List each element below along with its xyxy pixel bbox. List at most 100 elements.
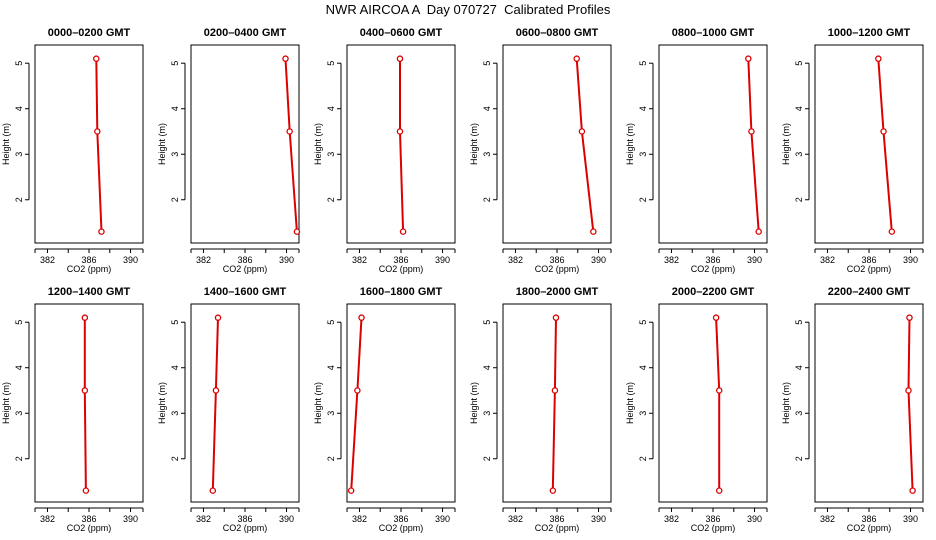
profile-panel-4: 0600–0800 GMT 382 386 390 CO2 (ppm) 2 3 4 5 Heigh…	[469, 27, 612, 274]
profile-point	[909, 487, 916, 494]
x-axis-label: CO2 (ppm)	[691, 523, 736, 533]
x-tick-label: 386	[705, 514, 720, 524]
y-axis-label: Height (m)	[625, 123, 635, 165]
profile-point	[396, 128, 404, 135]
x-tick-label: 382	[664, 255, 679, 265]
y-tick-label: 5	[14, 320, 24, 325]
profile-point	[98, 228, 105, 235]
x-tick-label: 390	[903, 255, 918, 265]
plot-frame	[34, 44, 144, 244]
y-tick-label: 5	[170, 61, 180, 66]
profile-point	[573, 55, 580, 62]
y-tick-label: 4	[14, 365, 24, 370]
x-axis-label: CO2 (ppm)	[223, 264, 268, 274]
x-axis-label: CO2 (ppm)	[847, 264, 892, 274]
figure-title: NWR AIRCOA A Day 070727 Calibrated Profi…	[325, 2, 611, 17]
profile-panel-9: 1600–1800 GMT 382 386 390 CO2 (ppm) 2 3 4 5 Heigh…	[313, 286, 456, 533]
profile-panel-7: 1200–1400 GMT 382 386 390 CO2 (ppm) 2 3 4 5 Heigh…	[1, 286, 144, 533]
x-tick-label: 390	[747, 514, 762, 524]
profile-point	[875, 55, 882, 62]
y-tick-label: 2	[794, 197, 804, 202]
profile-point	[93, 55, 100, 62]
profile-point	[282, 55, 289, 62]
profile-point	[552, 314, 560, 321]
y-tick-label: 4	[170, 365, 180, 370]
x-tick-label: 386	[705, 255, 720, 265]
panel-title: 0600–0800 GMT	[516, 27, 599, 39]
y-tick-label: 5	[14, 61, 24, 66]
y-tick-label: 3	[170, 411, 180, 416]
plot-frame	[346, 44, 456, 244]
profile-panel-1: 0000–0200 GMT 382 386 390 CO2 (ppm) 2 3 4 5 Heigh…	[1, 27, 144, 274]
profile-line	[95, 58, 103, 232]
x-axis-label: CO2 (ppm)	[67, 523, 112, 533]
y-tick-label: 3	[482, 152, 492, 157]
y-axis-label: Height (m)	[313, 382, 323, 424]
x-tick-label: 382	[196, 514, 211, 524]
x-tick-label: 382	[40, 255, 55, 265]
plot-frame	[502, 303, 612, 503]
y-tick-label: 5	[482, 320, 492, 325]
x-tick-label: 386	[861, 514, 876, 524]
y-tick-label: 5	[794, 320, 804, 325]
y-axis-label: Height (m)	[1, 123, 11, 165]
profile-point	[755, 228, 762, 235]
y-tick-label: 3	[326, 411, 336, 416]
profile-point	[906, 314, 913, 321]
profile-point	[715, 387, 723, 394]
x-tick-label: 382	[196, 255, 211, 265]
y-tick-label: 2	[482, 456, 492, 461]
profile-point	[293, 228, 301, 235]
y-tick-label: 2	[482, 197, 492, 202]
y-tick-label: 4	[326, 365, 336, 370]
plot-frame	[814, 44, 924, 244]
y-axis-label: Height (m)	[625, 382, 635, 424]
profile-line	[399, 58, 405, 232]
panel-title: 1200–1400 GMT	[48, 286, 131, 298]
y-tick-label: 3	[638, 152, 648, 157]
profile-point	[358, 314, 365, 321]
profile-point	[396, 55, 404, 62]
x-tick-label: 390	[747, 255, 762, 265]
y-tick-label: 2	[14, 197, 24, 202]
panel-title: 2200–2400 GMT	[828, 286, 911, 298]
y-tick-label: 3	[14, 411, 24, 416]
y-tick-label: 4	[794, 106, 804, 111]
profile-line	[575, 58, 595, 232]
profile-line	[83, 317, 87, 491]
x-tick-label: 390	[591, 255, 606, 265]
y-tick-label: 2	[638, 456, 648, 461]
y-tick-label: 4	[794, 365, 804, 370]
y-tick-label: 2	[170, 197, 180, 202]
y-tick-label: 2	[326, 197, 336, 202]
panel-title: 1400–1600 GMT	[204, 286, 287, 298]
profile-point	[399, 228, 407, 235]
profile-panel-12: 2200–2400 GMT 382 386 390 CO2 (ppm) 2 3 4 5 Heigh…	[781, 286, 924, 533]
y-tick-label: 4	[638, 365, 648, 370]
y-axis-label: Height (m)	[157, 382, 167, 424]
plot-frame	[346, 303, 456, 503]
profile-point	[715, 487, 723, 494]
x-axis-label: CO2 (ppm)	[379, 523, 424, 533]
x-tick-label: 390	[123, 514, 138, 524]
x-tick-label: 386	[861, 255, 876, 265]
y-tick-label: 3	[326, 152, 336, 157]
y-tick-label: 3	[170, 152, 180, 157]
x-tick-label: 386	[393, 255, 408, 265]
y-tick-label: 5	[482, 61, 492, 66]
profile-point	[590, 228, 597, 235]
profile-point	[94, 128, 101, 135]
y-axis-label: Height (m)	[469, 382, 479, 424]
y-tick-label: 2	[326, 456, 336, 461]
y-tick-label: 2	[638, 197, 648, 202]
profile-line	[715, 317, 721, 491]
profile-point	[81, 314, 89, 321]
profile-point	[888, 228, 896, 235]
panel-title: 0400–0600 GMT	[360, 27, 443, 39]
x-axis-label: CO2 (ppm)	[379, 264, 424, 274]
y-tick-label: 5	[326, 320, 336, 325]
profile-panel-2: 0200–0400 GMT 382 386 390 CO2 (ppm) 2 3 4 5 Heigh…	[157, 27, 301, 274]
y-axis-label: Height (m)	[781, 123, 791, 165]
x-tick-label: 382	[664, 514, 679, 524]
